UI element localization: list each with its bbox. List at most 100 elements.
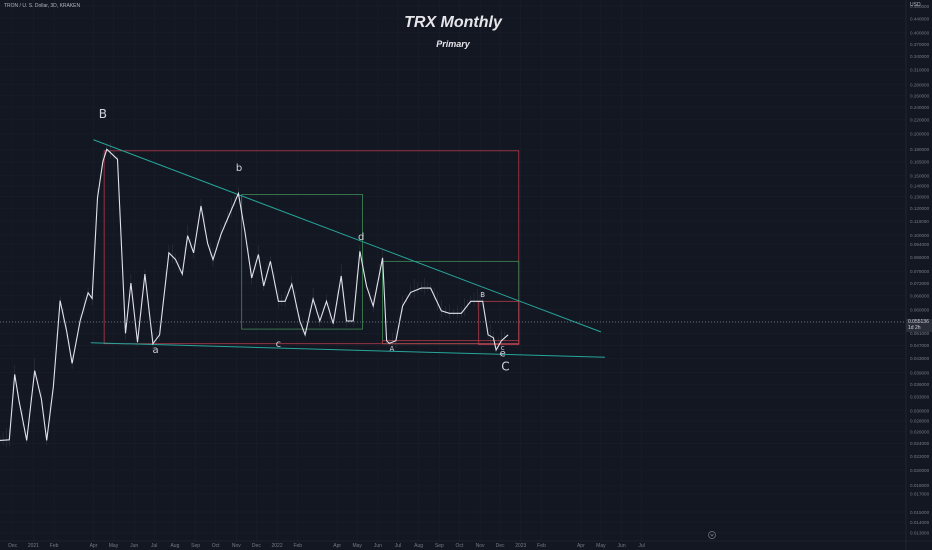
price-line-series[interactable] bbox=[0, 148, 509, 441]
y-tick-label: 0.200000 bbox=[910, 132, 930, 137]
y-tick-label: 0.150000 bbox=[910, 174, 930, 179]
x-tick-label: Dec bbox=[252, 543, 261, 549]
y-tick-label: 0.220000 bbox=[910, 118, 930, 123]
x-tick-label: Feb bbox=[537, 543, 546, 549]
x-tick-label: Aug bbox=[170, 543, 179, 549]
price-axis[interactable]: 0.480000 0.440000 0.400000 0.370000 0.340000… bbox=[905, 0, 930, 550]
x-tick-label: Nov bbox=[476, 543, 485, 549]
scroll-to-realtime-icon[interactable] bbox=[708, 531, 716, 539]
green-range-box[interactable] bbox=[382, 260, 520, 345]
y-tick-label: 0.140000 bbox=[910, 184, 930, 189]
wave-label-c: c bbox=[276, 339, 282, 350]
x-tick-label: Jul bbox=[395, 543, 401, 549]
x-tick-label: May bbox=[596, 543, 606, 549]
x-tick-label: Nov bbox=[232, 543, 241, 549]
x-tick-label: Jul bbox=[151, 543, 157, 549]
y-tick-label: 0.094000 bbox=[910, 242, 930, 247]
chart-title: TRX Monthly bbox=[404, 14, 502, 31]
x-tick-label: Feb bbox=[50, 543, 59, 549]
x-tick-label: Feb bbox=[293, 543, 302, 549]
wave-label-c: c bbox=[501, 344, 505, 352]
y-tick-label: 0.260000 bbox=[910, 93, 930, 98]
y-tick-label: 0.028000 bbox=[910, 419, 930, 424]
symbol-description[interactable]: TRON / U. S. Dollar, 3D, KRAKEN bbox=[4, 3, 81, 9]
x-tick-label: Oct bbox=[455, 543, 463, 549]
bar-countdown: 1d 2h bbox=[908, 324, 921, 331]
y-tick-label: 0.100000 bbox=[910, 233, 930, 238]
y-tick-label: 0.180000 bbox=[910, 147, 930, 152]
x-tick-label: Jun bbox=[130, 543, 138, 549]
y-tick-label: 0.060000 bbox=[910, 307, 930, 312]
x-tick-label: Apr bbox=[333, 543, 341, 549]
x-tick-label: Sep bbox=[191, 543, 200, 549]
y-tick-label: 0.440000 bbox=[910, 16, 930, 21]
candle-ghosts bbox=[0, 142, 505, 448]
grid bbox=[0, 0, 906, 541]
y-tick-label: 0.030000 bbox=[910, 409, 930, 414]
y-tick-label: 0.310000 bbox=[910, 68, 930, 73]
current-price-label: 0.055136 1d 2h bbox=[906, 318, 932, 332]
wave-label-b: b bbox=[236, 163, 242, 174]
y-tick-label: 0.120000 bbox=[910, 206, 930, 211]
x-tick-label: Jul bbox=[638, 543, 644, 549]
x-tick-label: Dec bbox=[496, 543, 505, 549]
y-tick-label: 0.024000 bbox=[910, 441, 930, 446]
y-tick-label: 0.020000 bbox=[910, 468, 930, 473]
y-tick-label: 0.078000 bbox=[910, 269, 930, 274]
wave-label-B: B bbox=[99, 107, 107, 121]
red-range-box[interactable] bbox=[103, 150, 520, 345]
y-tick-label: 0.240000 bbox=[910, 105, 930, 110]
y-tick-label: 0.015000 bbox=[910, 510, 930, 515]
trendline[interactable] bbox=[90, 342, 605, 358]
x-tick-label: Oct bbox=[212, 543, 220, 549]
y-tick-label: 0.013000 bbox=[910, 531, 930, 536]
y-tick-label: 0.039000 bbox=[910, 370, 930, 375]
y-tick-label: 0.047000 bbox=[910, 343, 930, 348]
y-tick-label: 0.480000 bbox=[910, 4, 930, 9]
wave-label-e: e bbox=[500, 349, 506, 360]
x-tick-label: Apr bbox=[90, 543, 98, 549]
x-tick-label: Sep bbox=[435, 543, 444, 549]
wave-label-A: A bbox=[390, 345, 395, 353]
x-tick-label: 2021 bbox=[28, 543, 39, 549]
y-tick-label: 0.022000 bbox=[910, 454, 930, 459]
x-tick-label: 2023 bbox=[515, 543, 526, 549]
trendlines[interactable] bbox=[90, 139, 605, 358]
y-tick-label: 0.072000 bbox=[910, 281, 930, 286]
y-tick-label: 0.086000 bbox=[910, 255, 930, 260]
wave-label-d: d bbox=[358, 232, 364, 243]
y-tick-label: 0.370000 bbox=[910, 42, 930, 47]
x-tick-label: Jun bbox=[618, 543, 626, 549]
y-tick-label: 0.026000 bbox=[910, 430, 930, 435]
y-tick-label: 0.051000 bbox=[910, 331, 930, 336]
red-range-box[interactable] bbox=[382, 340, 520, 345]
x-tick-label: Dec bbox=[8, 543, 17, 549]
y-tick-label: 0.110000 bbox=[910, 219, 929, 224]
green-range-box[interactable] bbox=[241, 194, 363, 330]
x-tick-label: May bbox=[352, 543, 362, 549]
y-tick-label: 0.340000 bbox=[910, 54, 930, 59]
x-tick-label: May bbox=[109, 543, 119, 549]
y-tick-label: 0.033000 bbox=[910, 395, 930, 400]
y-tick-label: 0.043000 bbox=[910, 356, 930, 361]
wave-label-B: B bbox=[480, 291, 485, 299]
trendline[interactable] bbox=[93, 139, 602, 333]
x-tick-label: Jun bbox=[374, 543, 382, 549]
wave-label-a: a bbox=[152, 345, 158, 356]
y-tick-label: 0.018000 bbox=[910, 483, 930, 488]
current-price-value: 0.055136 bbox=[908, 318, 929, 325]
y-tick-label: 0.036000 bbox=[910, 382, 930, 387]
x-tick-label: Aug bbox=[414, 543, 423, 549]
y-tick-label: 0.165000 bbox=[910, 160, 930, 165]
currency-label[interactable]: USD bbox=[910, 2, 921, 8]
range-boxes[interactable] bbox=[103, 150, 520, 346]
x-tick-label: 2022 bbox=[272, 543, 283, 549]
chart-subtitle: Primary bbox=[436, 39, 470, 49]
y-tick-label: 0.130000 bbox=[910, 194, 930, 199]
y-tick-label: 0.400000 bbox=[910, 30, 930, 35]
y-tick-label: 0.280000 bbox=[910, 82, 930, 87]
y-tick-label: 0.017000 bbox=[910, 492, 930, 497]
time-axis[interactable]: Dec 2021 Feb Apr May Jun Jul Aug Sep Oct Nov Dec 202… bbox=[0, 540, 932, 549]
